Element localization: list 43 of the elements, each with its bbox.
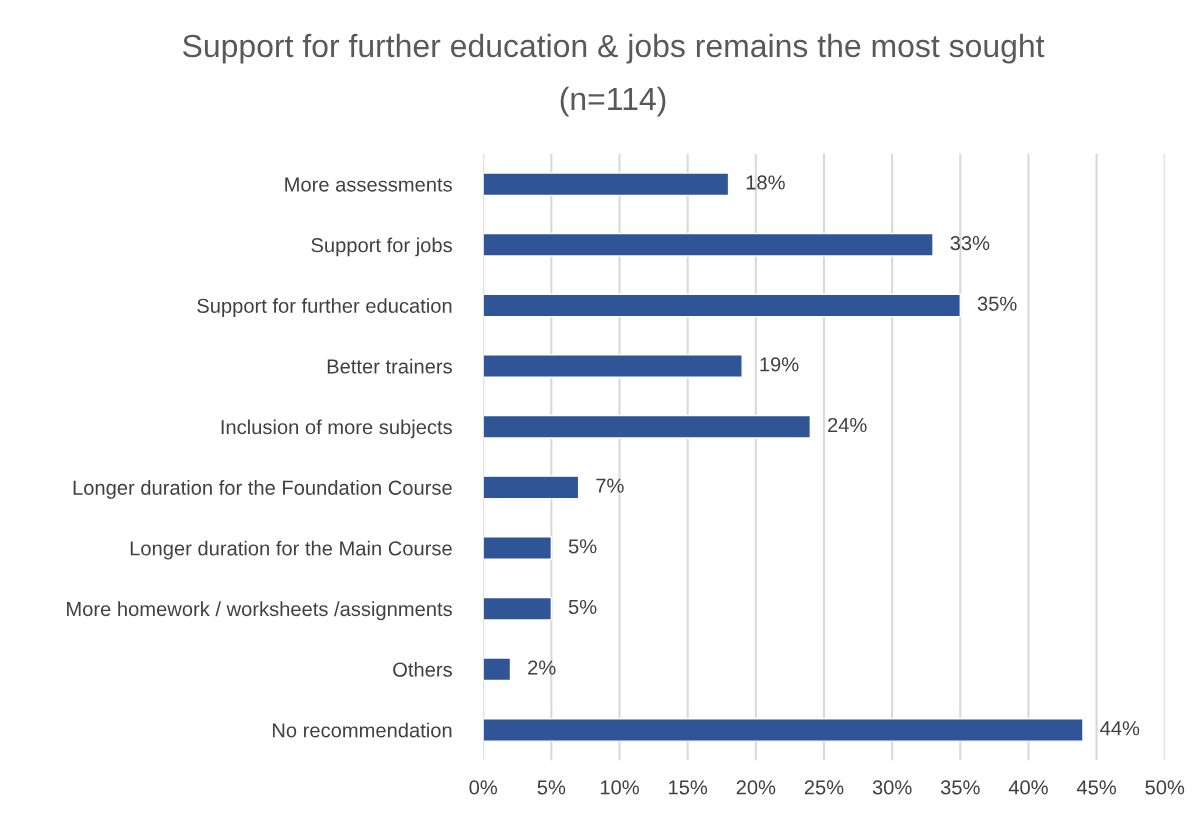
data-label: 19%	[760, 357, 799, 372]
x-tick-label: 20%	[736, 780, 776, 795]
data-label: 7%	[596, 478, 624, 493]
x-tick-label: 40%	[1008, 780, 1048, 795]
chart-title: Support for further education & jobs remains the most sought	[183, 33, 1045, 64]
x-tick-label: 10%	[600, 780, 639, 795]
y-tick-label: More homework / worksheets /assignments	[67, 601, 452, 621]
y-tick-label: Others	[393, 662, 452, 677]
bar	[483, 354, 743, 379]
bar	[483, 536, 553, 560]
x-tick-label: 15%	[669, 780, 708, 795]
x-tick-label: 50%	[1145, 780, 1185, 795]
data-label: 5%	[568, 539, 597, 554]
bar	[483, 657, 512, 682]
y-tick-label: Longer duration for the Main Course	[130, 540, 452, 560]
bar	[483, 414, 812, 439]
data-label: 33%	[950, 235, 990, 251]
x-tick-label: 0%	[469, 780, 498, 795]
bar	[483, 596, 553, 621]
y-tick-label: Support for further education	[197, 298, 452, 317]
data-label: 18%	[746, 175, 785, 190]
x-tick-label: 25%	[804, 780, 844, 795]
bar	[483, 293, 961, 318]
x-tick-label: 30%	[872, 780, 912, 795]
bar	[483, 718, 1084, 742]
x-tick-label: 5%	[537, 780, 566, 795]
bar	[483, 232, 934, 257]
y-tick-label: More assessments	[285, 177, 452, 192]
y-tick-label: Longer duration for the Foundation Course	[73, 480, 452, 499]
data-label: 2%	[528, 660, 556, 675]
x-tick-label: 35%	[940, 780, 980, 795]
y-tick-label: Better trainers	[327, 358, 452, 374]
data-label: 35%	[977, 296, 1017, 311]
data-label: 5%	[568, 599, 597, 615]
y-tick-label: Inclusion of more subjects	[221, 419, 452, 439]
data-label: 44%	[1100, 721, 1140, 736]
data-label: 24%	[828, 417, 867, 433]
y-tick-label: Support for jobs	[311, 237, 452, 257]
x-tick-label: 45%	[1076, 780, 1117, 795]
bar	[483, 475, 580, 500]
y-tick-label: No recommendation	[272, 722, 452, 738]
chart-subtitle: (n=114)	[560, 86, 666, 117]
bar	[483, 172, 730, 197]
